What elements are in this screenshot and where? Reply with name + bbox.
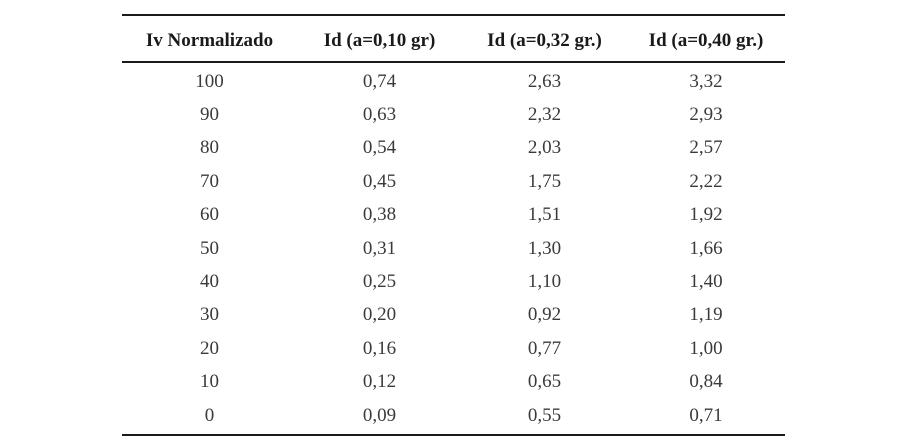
- cell-iv-normalizado: 90: [200, 104, 219, 126]
- cell-id-value: 1,00: [689, 337, 723, 359]
- cell-iv-normalizado: 10: [200, 371, 219, 393]
- table-row: 20 0,16 0,77 1,00: [122, 332, 785, 365]
- table-header-rule: [122, 61, 785, 63]
- cell-iv-normalizado: 70: [200, 170, 219, 192]
- cell-id-value: 0,16: [362, 337, 397, 359]
- cell-id-value: 1,10: [527, 271, 562, 293]
- cell-iv-normalizado: 60: [200, 204, 219, 226]
- table-header: Iv Normalizado Id (a=0,10 gr) Id (a=0,32…: [122, 16, 785, 61]
- cell-id-value: 1,30: [527, 237, 562, 259]
- cell-id-value: 1,75: [527, 170, 562, 192]
- cell-id-value: 2,32: [527, 104, 562, 126]
- table-row: 70 0,45 1,75 2,22: [122, 165, 785, 198]
- cell-id-value: 0,31: [362, 237, 397, 259]
- column-header-iv-normalizado: Iv Normalizado: [145, 29, 274, 51]
- cell-id-value: 1,66: [689, 237, 723, 259]
- table-row: 30 0,20 0,92 1,19: [122, 299, 785, 332]
- cell-id-value: 0,12: [362, 371, 397, 393]
- column-header-id-010: Id (a=0,10 gr): [323, 29, 436, 51]
- cell-id-value: 0,54: [362, 137, 397, 159]
- table-row: 100 0,74 2,63 3,32: [122, 63, 785, 98]
- cell-id-value: 0,09: [362, 404, 397, 426]
- cell-id-value: 0,74: [362, 70, 397, 92]
- cell-iv-normalizado: 0: [204, 404, 215, 426]
- table-row: 90 0,63 2,32 2,93: [122, 98, 785, 131]
- cell-id-value: 1,40: [689, 271, 723, 293]
- cell-id-value: 0,84: [689, 371, 723, 393]
- cell-iv-normalizado: 80: [200, 137, 219, 159]
- cell-id-value: 0,92: [527, 304, 562, 326]
- header-row: Iv Normalizado Id (a=0,10 gr) Id (a=0,32…: [122, 16, 785, 61]
- cell-iv-normalizado: 30: [200, 304, 219, 326]
- cell-iv-normalizado: 100: [195, 70, 224, 92]
- table-body: 100 0,74 2,63 3,32 90 0,63 2,32 2,93 80 0,54 2,03 2…: [122, 63, 785, 432]
- cell-id-value: 2,03: [527, 137, 562, 159]
- table-bottom-rule: [122, 434, 785, 437]
- table-row: 10 0,12 0,65 0,84: [122, 366, 785, 399]
- cell-id-value: 2,63: [527, 70, 562, 92]
- data-table-body: 100 0,74 2,63 3,32 90 0,63 2,32 2,93 80 0,54 2,03 2…: [122, 63, 785, 432]
- table-top-rule: [122, 14, 785, 16]
- cell-id-value: 0,77: [527, 337, 562, 359]
- table-row: 60 0,38 1,51 1,92: [122, 199, 785, 232]
- cell-id-value: 0,65: [527, 371, 562, 393]
- cell-iv-normalizado: 40: [200, 271, 219, 293]
- cell-iv-normalizado: 50: [200, 237, 219, 259]
- cell-id-value: 0,38: [362, 204, 397, 226]
- cell-id-value: 0,63: [362, 104, 397, 126]
- cell-id-value: 0,71: [689, 404, 723, 426]
- cell-id-value: 0,25: [362, 271, 397, 293]
- data-table-container: Iv Normalizado Id (a=0,10 gr) Id (a=0,32…: [122, 14, 785, 437]
- column-header-id-032: Id (a=0,32 gr.): [487, 29, 602, 51]
- cell-id-value: 3,32: [689, 70, 723, 92]
- table-row: 80 0,54 2,03 2,57: [122, 132, 785, 165]
- cell-id-value: 1,92: [689, 204, 723, 226]
- cell-id-value: 2,22: [689, 170, 723, 192]
- cell-id-value: 1,51: [527, 204, 562, 226]
- cell-id-value: 2,93: [689, 104, 723, 126]
- table-row: 0 0,09 0,55 0,71: [122, 399, 785, 432]
- column-header-id-040: Id (a=0,40 gr.): [648, 29, 764, 51]
- cell-id-value: 2,57: [689, 137, 723, 159]
- cell-id-value: 0,55: [527, 404, 562, 426]
- table-row: 40 0,25 1,10 1,40: [122, 265, 785, 298]
- table-row: 50 0,31 1,30 1,66: [122, 232, 785, 265]
- cell-id-value: 0,45: [362, 170, 397, 192]
- data-table: Iv Normalizado Id (a=0,10 gr) Id (a=0,32…: [122, 16, 785, 61]
- cell-id-value: 0,20: [362, 304, 397, 326]
- cell-iv-normalizado: 20: [200, 337, 219, 359]
- cell-id-value: 1,19: [689, 304, 723, 326]
